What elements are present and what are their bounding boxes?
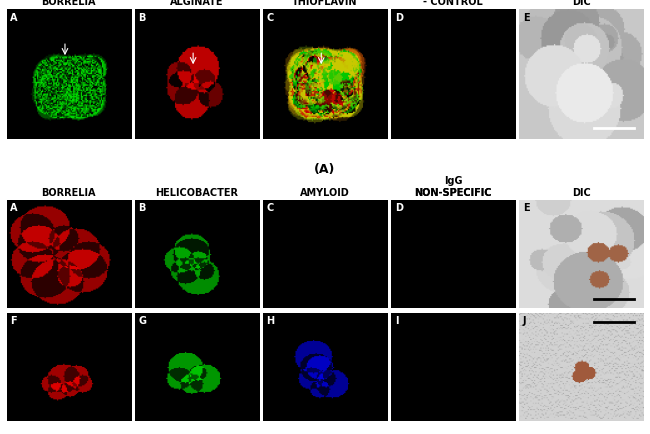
Text: DIC: DIC [572,188,591,198]
Text: - CONTROL: - CONTROL [423,0,483,7]
Text: G: G [138,316,146,326]
Text: A: A [10,13,18,23]
Text: E: E [523,203,530,213]
Text: BORRELIA: BORRELIA [42,188,96,198]
Text: HELICOBACTER: HELICOBACTER [155,188,239,198]
Text: C: C [266,203,274,213]
Text: F: F [10,316,17,326]
Text: BORRELIA: BORRELIA [42,0,96,7]
Text: AMYLOID: AMYLOID [300,188,350,198]
Text: I: I [395,316,398,326]
Text: DIC: DIC [572,0,591,7]
Text: THIOFLAVIN: THIOFLAVIN [292,0,358,7]
Text: D: D [395,13,402,23]
Text: D: D [395,203,402,213]
Text: J: J [523,316,526,326]
Text: (A): (A) [315,162,335,175]
Text: H: H [266,316,275,326]
Text: A: A [10,203,18,213]
Text: B: B [138,13,146,23]
Text: E: E [523,13,530,23]
Text: B: B [138,203,146,213]
Text: C: C [266,13,274,23]
Text: ALGINATE: ALGINATE [170,0,224,7]
Text: IgG
NON-SPECIFIC: IgG NON-SPECIFIC [415,176,492,198]
Text: NON-SPECIFIC: NON-SPECIFIC [415,188,492,198]
